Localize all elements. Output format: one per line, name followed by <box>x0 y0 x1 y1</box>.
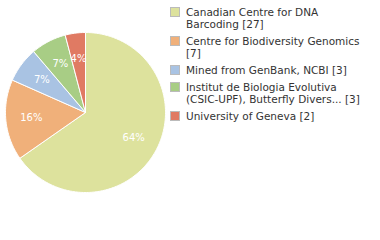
svg-text:7%: 7% <box>34 74 50 85</box>
svg-text:16%: 16% <box>20 112 42 123</box>
html-text:Canadian Centre for DNA Barcod: Canadian Centre for DNA Barcoding [27] <box>186 6 319 30</box>
html-text:University of Geneva [2]: University of Geneva [2] <box>186 110 315 122</box>
html-text:Institut de Biologia Evolutiva: Institut de Biologia Evolutiva (CSIC-UPF… <box>186 81 360 105</box>
html-text:Centre for Biodiversity Genomi: Centre for Biodiversity Genomics [7] <box>186 35 360 59</box>
svg-text:4%: 4% <box>71 53 87 64</box>
html-text:Mined from GenBank, NCBI [3]: Mined from GenBank, NCBI [3] <box>186 64 347 76</box>
svg-text:64%: 64% <box>123 132 145 143</box>
svg-text:7%: 7% <box>52 58 68 69</box>
